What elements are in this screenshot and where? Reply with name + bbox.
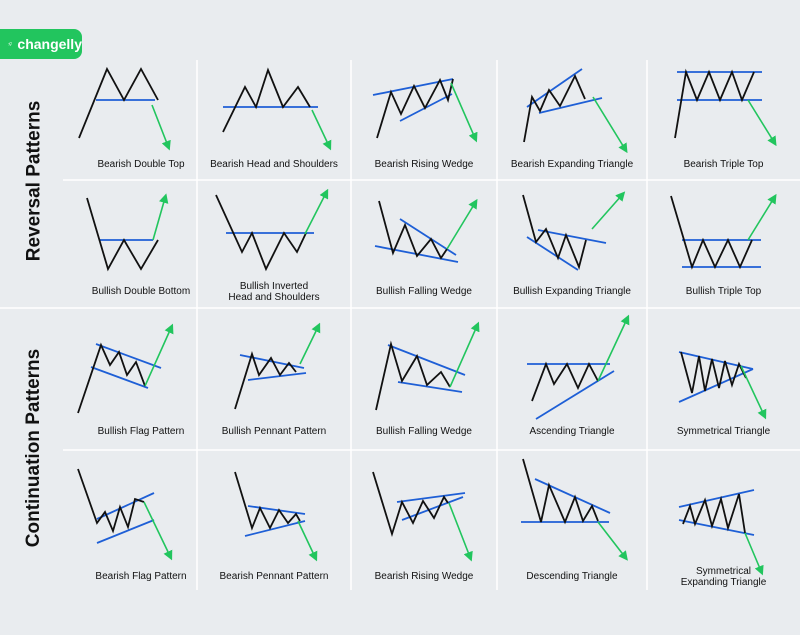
price-line <box>674 68 755 139</box>
breakout-arrow <box>297 520 318 562</box>
trendline <box>401 496 464 521</box>
trendline <box>247 372 307 381</box>
price-line <box>531 361 599 402</box>
price-line <box>77 342 146 414</box>
trendline <box>678 519 755 536</box>
price-line <box>522 458 599 525</box>
price-line <box>682 493 746 534</box>
trendline <box>535 370 615 420</box>
pattern-caption: Symmetrical Triangle <box>676 426 771 437</box>
breakout-arrow <box>449 321 480 388</box>
pattern-caption: Bullish Pennant Pattern <box>221 426 327 437</box>
price-line <box>670 195 753 270</box>
pattern-caption: Bearish Pennant Pattern <box>219 571 329 582</box>
pattern-caption: Ascending Triangle <box>529 426 615 437</box>
grid-lines <box>0 60 800 590</box>
brand-name: changelly <box>17 36 82 52</box>
trendline <box>526 236 579 271</box>
trendline <box>396 492 466 503</box>
pattern-caption: Bullish Falling Wedge <box>376 286 472 297</box>
trendline <box>397 381 463 393</box>
trendline <box>678 368 754 403</box>
breakout-arrow <box>152 193 169 241</box>
breakout-arrow <box>446 198 478 250</box>
trendline <box>95 343 162 369</box>
section-title-reversal: Reversal Patterns <box>22 100 44 262</box>
breakout-arrow <box>597 314 630 382</box>
pattern-caption: Bullish Double Bottom <box>91 286 191 297</box>
trendline <box>244 520 306 537</box>
trendline <box>96 519 155 544</box>
price-line <box>375 340 451 411</box>
pattern-caption: Bearish Double Top <box>97 159 185 170</box>
breakout-arrow <box>747 193 777 241</box>
breakout-arrow <box>143 501 173 561</box>
pattern-caption: Bullish Expanding Triangle <box>513 286 631 297</box>
breakout-arrow <box>304 188 329 235</box>
pattern-caption: Descending Triangle <box>526 571 618 582</box>
breakout-arrow <box>448 502 473 562</box>
breakout-arrow <box>151 104 171 151</box>
breakout-arrow <box>450 82 478 143</box>
pattern-caption: Symmetrical Expanding Triangle <box>680 566 767 588</box>
breakout-arrow <box>740 365 767 420</box>
breakout-arrow <box>591 191 626 230</box>
section-title-continuation: Continuation Patterns <box>23 348 45 548</box>
trendline <box>90 366 149 389</box>
trendline <box>387 344 466 376</box>
price-line <box>376 77 454 139</box>
trendline <box>678 489 755 508</box>
price-line <box>222 67 311 133</box>
price-line <box>234 351 297 410</box>
brand-logo[interactable]: changelly <box>0 29 82 59</box>
breakout-arrow <box>592 96 628 154</box>
trendline <box>534 478 611 514</box>
trendline <box>526 68 583 108</box>
pattern-caption: Bearish Head and Shoulders <box>210 159 338 170</box>
breakout-arrow <box>311 109 332 151</box>
pattern-caption: Bullish Inverted Head and Shoulders <box>228 281 320 303</box>
price-line <box>77 468 145 534</box>
pattern-figures <box>77 66 777 576</box>
pattern-caption: Bearish Rising Wedge <box>374 159 474 170</box>
pattern-caption: Bearish Flag Pattern <box>95 571 187 582</box>
price-line <box>523 73 586 143</box>
trendline <box>538 97 603 114</box>
price-line <box>522 194 587 270</box>
price-line <box>215 194 307 272</box>
price-line <box>378 200 448 260</box>
trendline <box>537 229 607 244</box>
price-line <box>372 471 449 538</box>
price-line <box>680 351 747 394</box>
price-line <box>86 197 159 272</box>
breakout-arrow <box>299 322 321 365</box>
pattern-caption: Bullish Triple Top <box>685 286 762 297</box>
breakout-arrow <box>144 323 174 387</box>
pattern-caption: Bullish Falling Wedge <box>376 426 472 437</box>
price-line <box>78 66 159 139</box>
trendline <box>247 505 306 515</box>
pattern-caption: Bearish Triple Top <box>683 159 764 170</box>
price-line <box>234 471 301 531</box>
breakout-arrow <box>747 99 777 147</box>
rocket-icon <box>8 42 13 46</box>
pattern-caption: Bearish Rising Wedge <box>374 571 474 582</box>
pattern-caption: Bullish Flag Pattern <box>97 426 185 437</box>
breakout-arrow <box>597 521 628 561</box>
breakout-arrow <box>744 532 764 576</box>
pattern-caption: Bearish Expanding Triangle <box>510 159 634 170</box>
